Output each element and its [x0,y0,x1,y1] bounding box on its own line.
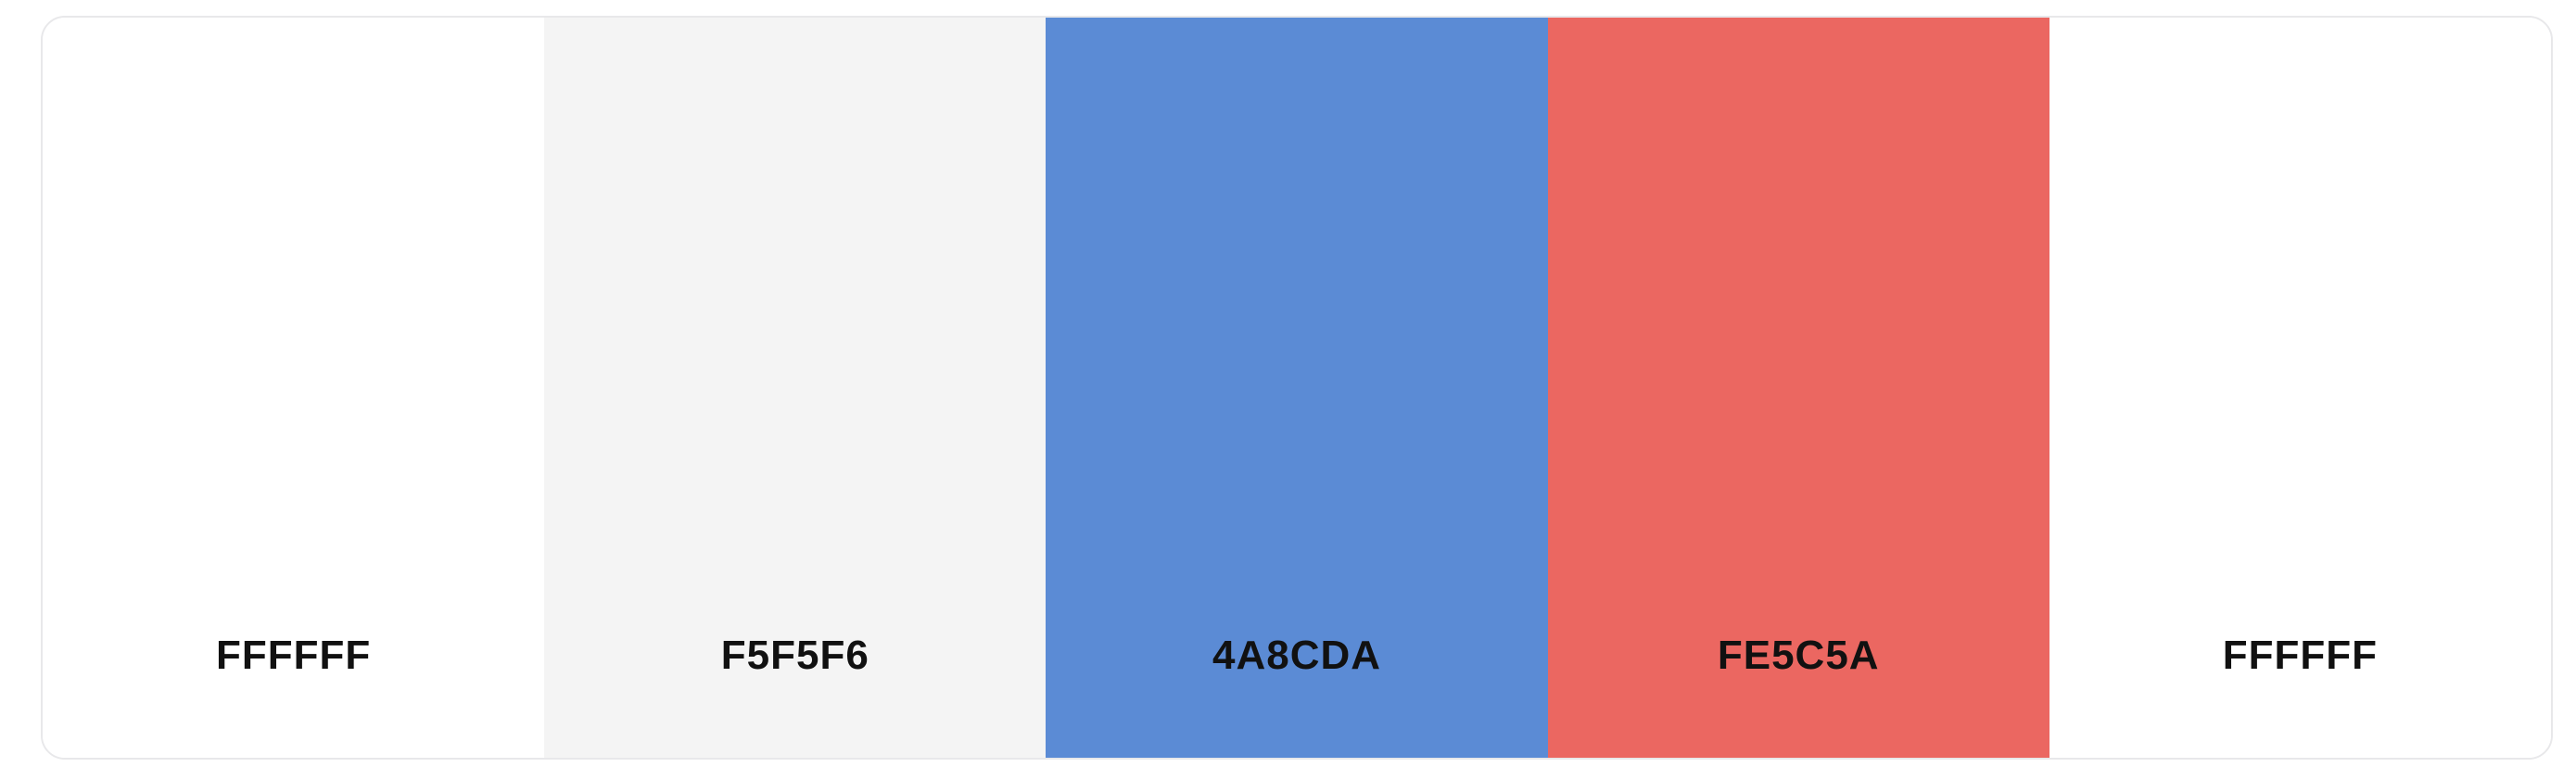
color-swatch-2[interactable]: F5F5F6 [544,18,1047,758]
swatch-hex-label[interactable]: 4A8CDA [1212,633,1382,678]
swatch-hex-label[interactable]: FE5C5A [1717,633,1880,678]
swatch-hex-label[interactable]: FFFFFF [215,633,372,678]
color-swatch-3[interactable]: 4A8CDA [1046,18,1548,758]
swatch-hex-label[interactable]: F5F5F6 [720,633,869,678]
swatch-hex-label[interactable]: FFFFFF [2222,633,2379,678]
color-swatch-4[interactable]: FE5C5A [1547,18,2049,758]
color-swatch-5[interactable]: FFFFFF [2049,18,2551,758]
color-palette: FFFFFF F5F5F6 4A8CDA FE5C5A FFFFFF [41,16,2553,760]
color-swatch-1[interactable]: FFFFFF [43,18,545,758]
